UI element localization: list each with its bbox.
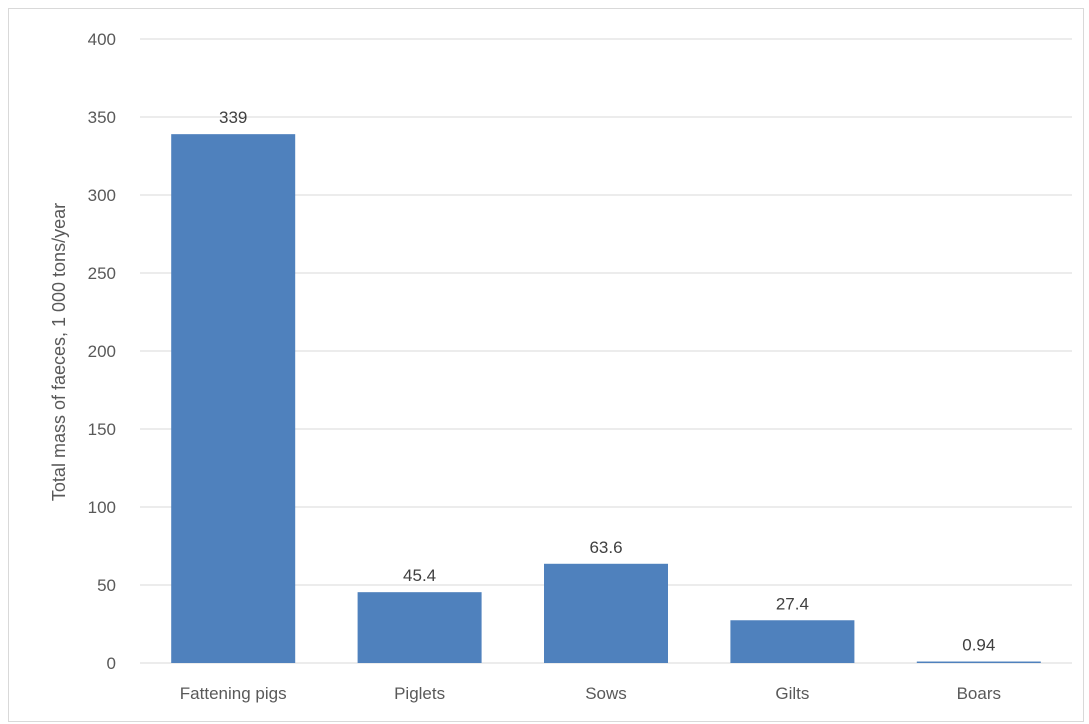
- y-tick-label-250: 250: [88, 264, 116, 283]
- data-label-gilts: 27.4: [776, 594, 809, 613]
- data-label-piglets: 45.4: [403, 566, 436, 585]
- bar-fattening-pigs: [171, 134, 296, 663]
- bar-piglets: [357, 592, 482, 663]
- y-tick-label-300: 300: [88, 186, 116, 205]
- y-tick-label-50: 50: [97, 576, 116, 595]
- x-tick-label-piglets: Piglets: [394, 684, 445, 703]
- y-tick-label-100: 100: [88, 498, 116, 517]
- x-tick-label-sows: Sows: [585, 684, 627, 703]
- bar-gilts: [730, 620, 855, 663]
- bar-boars: [916, 661, 1041, 663]
- data-labels: 339 45.4 63.6 27.4 0.94: [219, 108, 995, 654]
- data-label-fattening-pigs: 339: [219, 108, 247, 127]
- y-tick-label-200: 200: [88, 342, 116, 361]
- gridlines: [140, 38, 1072, 664]
- y-axis-ticks: 0 50 100 150 200 250 300 350 400: [88, 30, 116, 673]
- y-tick-label-0: 0: [107, 654, 116, 673]
- y-tick-label-400: 400: [88, 30, 116, 49]
- y-tick-label-350: 350: [88, 108, 116, 127]
- x-tick-label-fattening-pigs: Fattening pigs: [180, 684, 287, 703]
- y-tick-label-150: 150: [88, 420, 116, 439]
- data-label-sows: 63.6: [589, 538, 622, 557]
- bars: [171, 134, 1041, 663]
- data-label-boars: 0.94: [962, 636, 995, 655]
- y-axis-title: Total mass of faeces, 1 000 tons/year: [49, 203, 69, 501]
- x-tick-label-gilts: Gilts: [775, 684, 809, 703]
- x-axis-ticks: Fattening pigs Piglets Sows Gilts Boars: [180, 684, 1001, 703]
- bar-sows: [544, 563, 668, 663]
- x-tick-label-boars: Boars: [957, 684, 1001, 703]
